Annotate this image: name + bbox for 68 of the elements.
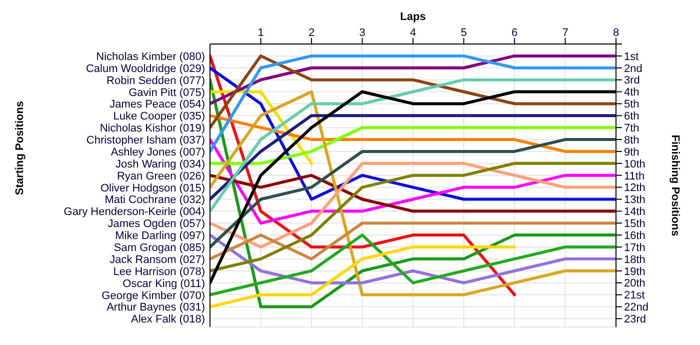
line-series [210,138,616,248]
line-series [210,54,616,130]
x-tick-label: 6 [511,27,518,39]
series-label: Gavin Pitt (075) [128,86,205,99]
y-tick-label: 11th [624,170,645,182]
line-series [210,234,616,296]
series-label: Mike Darling (097) [115,230,205,242]
y-tick-label: 2nd [624,62,642,75]
series-label: Nicholas Kimber (080) [96,50,205,63]
line-series [210,234,616,284]
x-tick-label: 5 [460,27,467,39]
x-tick-label: 8 [612,27,620,39]
y-tick-label: 20th [624,278,646,290]
series-label: James Ogden (057) [108,218,205,230]
line-series [210,162,616,248]
text: Alex Falk (018) [131,314,205,326]
y-tick-label: 13th [624,194,646,206]
x-axis-title: Laps [400,10,426,23]
series-label: Robin Sedden (077) [106,74,205,87]
series-label: Sam Grogan (085) [114,242,205,254]
y-tick-label: 17th [624,242,646,254]
series-label: Mati Cochrane (032) [104,194,205,206]
line-series [210,78,616,213]
y-tick-label: 9th [624,146,640,158]
series-label: Oscar King (011) [122,278,205,290]
y-tick-label: 19th [624,266,646,278]
series-label: Ashley Jones (007) [110,146,205,158]
legend-title: Starting Positions [14,100,26,196]
y-tick-label: 21st [624,290,645,302]
y-tick-label: 22nd [624,302,648,314]
series-label: Calum Wooldridge (029) [86,62,205,75]
series-label: Arthur Baynes (031) [106,302,205,314]
series-label: George Kimber (070) [102,290,205,302]
series-label: Jack Ransom (027) [110,254,205,266]
line-series [210,245,516,308]
series-label: Luke Cooper (035) [113,110,205,123]
x-tick-label: 1 [258,27,264,39]
y-tick-label: 8th [624,134,640,146]
x-tick-label: 2 [308,27,315,39]
y-tick-label: 3rd [624,74,640,87]
y-tick-label: 14th [624,206,646,218]
series-label: Christopher Isham (037) [86,134,205,147]
series-label: James Peace (054) [110,98,205,111]
x-tick-label: 4 [410,27,416,39]
y-tick-label: 23rd [624,314,646,326]
series-label: Nicholas Kishor (019) [100,122,205,135]
y-axis-title: Finishing Positions [669,134,682,236]
y-tick-label: 18th [624,254,646,266]
series-label: Josh Waring (034) [116,158,205,170]
y-tick-label: 16th [624,230,646,242]
y-tick-label: 7th [624,122,640,134]
line-series [210,174,616,213]
series-label: Gary Henderson-Keirle (004) [64,206,205,218]
line-series [210,54,616,106]
y-tick-label: 6th [624,110,640,123]
y-tick-label: 5th [624,98,640,111]
y-tick-label: 1st [624,50,639,63]
y-tick-label: 10th [624,158,646,170]
series-label: Ryan Green (026) [116,170,205,182]
y-tick-label: 12th [624,182,646,194]
x-tick-label: 3 [359,27,366,39]
series-label: Oliver Hodgson (015) [100,182,205,194]
line-series [210,114,616,153]
y-tick-label: 4th [624,86,640,99]
series-label: Lee Harrison (078) [113,266,205,278]
x-tick-label: 7 [562,27,568,39]
line-series [210,162,616,272]
y-tick-label: 15th [624,218,646,230]
